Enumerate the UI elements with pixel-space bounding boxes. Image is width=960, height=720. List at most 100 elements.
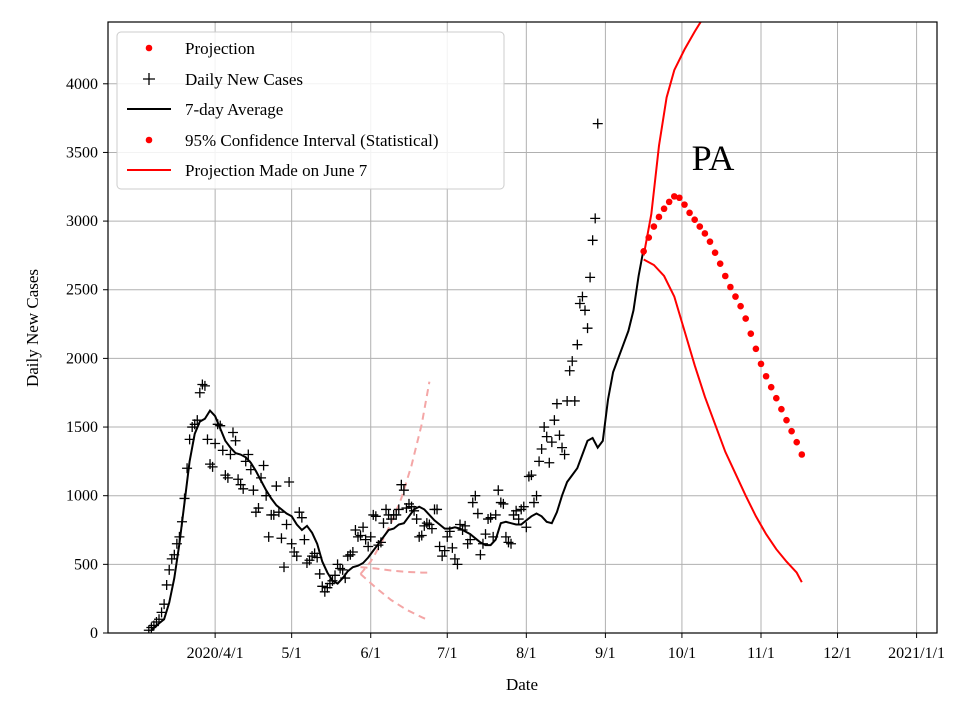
daily-case-marker <box>460 520 471 531</box>
daily-case-marker <box>572 339 583 350</box>
projection-point <box>727 283 734 291</box>
projection-point <box>660 205 668 213</box>
projection-point <box>706 238 714 245</box>
daily-case-marker <box>166 553 177 564</box>
daily-case-marker <box>541 431 552 442</box>
daily-case-marker <box>401 503 412 514</box>
daily-case-marker <box>528 497 539 508</box>
daily-case-marker <box>350 525 361 536</box>
x-tick-label: 6/1 <box>361 645 381 662</box>
daily-case-marker <box>161 579 172 590</box>
daily-case-marker <box>493 485 504 496</box>
legend-label: Daily New Cases <box>185 70 303 89</box>
daily-case-marker <box>268 509 279 520</box>
daily-case-marker <box>414 531 425 542</box>
daily-case-marker <box>511 505 522 516</box>
daily-case-marker <box>495 497 506 508</box>
daily-case-marker <box>360 534 371 545</box>
projection-point <box>640 247 647 255</box>
daily-case-marker <box>294 507 305 518</box>
daily-case-marker <box>238 483 249 494</box>
daily-case-marker <box>506 538 517 549</box>
projection-june7-upper-line <box>642 22 702 256</box>
daily-case-marker <box>337 564 348 575</box>
daily-case-marker <box>592 118 603 129</box>
y-tick-label: 3500 <box>66 144 98 161</box>
projection-point <box>701 230 709 237</box>
projection-point <box>645 234 653 241</box>
daily-case-marker <box>475 549 486 560</box>
legend-label: Projection Made on June 7 <box>185 161 368 180</box>
daily-case-marker <box>335 563 346 574</box>
daily-case-marker <box>210 438 221 449</box>
confidence-interval-lower-line <box>359 573 430 622</box>
daily-case-marker <box>398 485 409 496</box>
daily-case-marker <box>498 498 509 509</box>
daily-case-marker <box>531 490 542 501</box>
daily-case-marker <box>322 582 333 593</box>
projection-point <box>737 302 744 310</box>
daily-case-marker <box>462 538 473 549</box>
legend-plus-icon <box>143 73 155 85</box>
x-tick-label: 2021/1/1 <box>888 645 945 662</box>
daily-case-marker <box>539 422 550 433</box>
daily-case-marker <box>355 530 366 541</box>
daily-case-marker <box>447 542 458 553</box>
y-tick-label: 4000 <box>66 76 98 93</box>
daily-case-marker <box>577 291 588 302</box>
daily-case-marker <box>567 356 578 367</box>
daily-case-marker <box>225 449 236 460</box>
daily-case-marker <box>263 531 274 542</box>
daily-case-marker <box>559 449 570 460</box>
daily-case-marker <box>299 534 310 545</box>
daily-case-marker <box>243 449 254 460</box>
daily-case-marker <box>276 533 287 544</box>
daily-case-marker <box>549 415 560 426</box>
projection-point <box>783 416 790 424</box>
daily-case-marker <box>258 460 269 471</box>
daily-case-marker <box>289 546 300 557</box>
legend-label: 7-day Average <box>185 100 283 119</box>
daily-case-marker <box>416 530 427 541</box>
daily-case-marker <box>508 509 519 520</box>
daily-case-marker <box>332 559 343 570</box>
x-tick-label: 7/1 <box>437 645 457 662</box>
daily-case-marker <box>386 514 397 525</box>
daily-case-marker <box>391 509 402 520</box>
y-tick-label: 0 <box>90 625 98 642</box>
projection-point <box>686 209 693 217</box>
daily-case-marker <box>230 435 241 446</box>
daily-case-marker <box>534 456 545 467</box>
daily-case-marker <box>342 551 353 562</box>
daily-case-marker <box>286 538 297 549</box>
daily-case-marker <box>551 398 562 409</box>
daily-case-marker <box>582 323 593 334</box>
plot-data <box>143 22 806 633</box>
daily-case-marker <box>544 457 555 468</box>
daily-case-marker <box>233 474 244 485</box>
daily-case-marker <box>393 504 404 515</box>
confidence-interval-middle-line <box>360 566 430 574</box>
daily-case-marker <box>437 551 448 562</box>
projection-point <box>650 223 658 230</box>
daily-case-marker <box>526 470 537 481</box>
daily-case-marker <box>587 235 598 246</box>
daily-case-marker <box>250 507 261 518</box>
daily-case-marker <box>253 503 264 514</box>
projection-point <box>676 194 683 202</box>
daily-case-marker <box>271 481 282 492</box>
daily-case-marker <box>314 568 325 579</box>
projection-point <box>670 193 678 200</box>
projection-point <box>696 223 704 230</box>
projection-point <box>793 438 801 446</box>
daily-case-marker <box>513 514 524 525</box>
projection-point <box>788 427 795 435</box>
daily-case-marker <box>330 570 341 581</box>
daily-case-marker <box>579 305 590 316</box>
daily-case-marker <box>358 522 369 533</box>
daily-case-marker <box>304 555 315 566</box>
x-tick-label: 11/1 <box>747 645 775 662</box>
projection-point <box>732 293 739 300</box>
daily-case-marker <box>546 437 557 448</box>
daily-case-marker <box>199 380 210 391</box>
